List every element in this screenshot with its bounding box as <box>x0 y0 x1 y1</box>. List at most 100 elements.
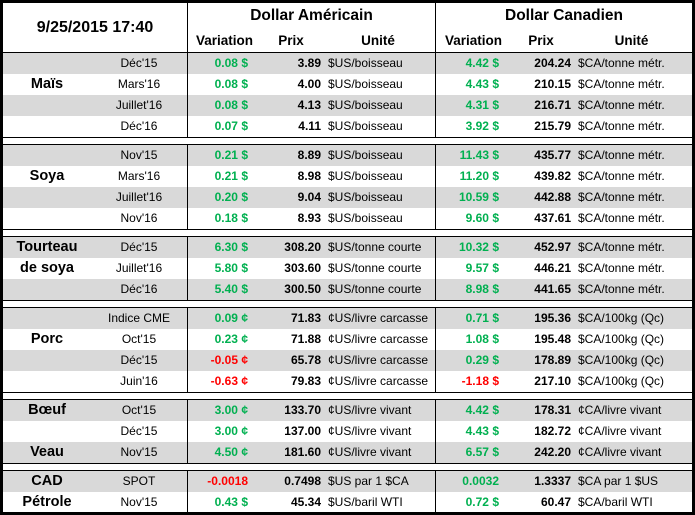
contract-month: Déc'15 <box>120 353 158 367</box>
ca-variation-value: 11.20 $ <box>459 169 499 183</box>
contract-month: Indice CME <box>107 311 171 325</box>
table-row: Déc'15 3.00 ¢ 137.00 ¢US/livre vivant 4.… <box>3 421 692 442</box>
ca-unit-label: $CA/tonne métr. <box>578 56 665 70</box>
us-price-value: 45.34 <box>290 495 321 509</box>
table-row: Juillet'16 0.08 $ 4.13 $US/boisseau 4.31… <box>3 95 692 116</box>
commodity-label <box>3 53 91 74</box>
ca-price-value: 435.77 <box>534 148 571 162</box>
contract-month: Juillet'16 <box>115 261 163 275</box>
contract-month: Juillet'16 <box>115 190 163 204</box>
ca-dollar-cells: 0.71 $ 195.36 $CA/100kg (Qc) <box>435 308 692 329</box>
table-header: 9/25/2015 17:40 Dollar Américain Variati… <box>3 3 692 53</box>
commodity-label <box>3 116 91 137</box>
ca-variation-value: 1.08 $ <box>465 332 499 346</box>
ca-price-value: 178.89 <box>534 353 571 367</box>
us-dollar-cells: 0.21 $ 8.98 $US/boisseau <box>187 166 435 187</box>
us-dollar-cells: -0.0018 0.7498 $US par 1 $CA <box>187 471 435 492</box>
us-price-value: 8.98 <box>297 169 321 183</box>
ca-dollar-header-group: Dollar Canadien Variation Prix Unité <box>435 3 692 52</box>
ca-price-value: 446.21 <box>534 261 571 275</box>
ca-variation-header: Variation <box>444 32 503 48</box>
ca-variation-value: 10.59 $ <box>458 190 499 204</box>
section-gap <box>3 464 692 470</box>
contract-month: Nov'15 <box>120 445 158 459</box>
contract-month: Juin'16 <box>120 374 158 388</box>
ca-variation-value: 9.57 $ <box>465 261 499 275</box>
commodity-label <box>3 350 91 371</box>
us-unit-label: $US/tonne courte <box>328 261 422 275</box>
ca-variation-value: 4.43 $ <box>465 77 499 91</box>
us-variation-value: 3.00 ¢ <box>214 424 248 438</box>
table-row: Veau Nov'15 4.50 ¢ 181.60 ¢US/livre viva… <box>3 442 692 463</box>
us-dollar-cells: 0.08 $ 4.00 $US/boisseau <box>187 74 435 95</box>
us-variation-value: 0.08 $ <box>214 77 248 91</box>
ca-dollar-cells: 1.08 $ 195.48 $CA/100kg (Qc) <box>435 329 692 350</box>
ca-dollar-cells: 10.32 $ 452.97 $CA/tonne métr. <box>435 237 692 258</box>
us-unit-label: $US/boisseau <box>328 148 403 162</box>
ca-dollar-cells: 8.98 $ 441.65 $CA/tonne métr. <box>435 279 692 300</box>
commodity-section: Indice CME 0.09 ¢ 71.83 ¢US/livre carcas… <box>3 307 692 393</box>
commodity-label: Bœuf <box>28 402 66 418</box>
us-dollar-cells: 0.18 $ 8.93 $US/boisseau <box>187 208 435 229</box>
us-dollar-title: Dollar Américain <box>250 6 373 24</box>
ca-unit-label: $CA/tonne métr. <box>578 98 665 112</box>
contract-month: Nov'15 <box>120 148 158 162</box>
us-column-headers: Variation Prix Unité <box>188 28 435 52</box>
ca-dollar-cells: 11.43 $ 435.77 $CA/tonne métr. <box>435 145 692 166</box>
ca-unit-label: $CA/tonne métr. <box>578 240 665 254</box>
ca-price-value: 442.88 <box>534 190 571 204</box>
table-row: Nov'15 0.21 $ 8.89 $US/boisseau 11.43 $ … <box>3 145 692 166</box>
contract-month: SPOT <box>122 474 156 488</box>
table-row: Déc'16 0.07 $ 4.11 $US/boisseau 3.92 $ 2… <box>3 116 692 137</box>
ca-dollar-title: Dollar Canadien <box>505 6 623 24</box>
us-dollar-cells: 4.50 ¢ 181.60 ¢US/livre vivant <box>187 442 435 463</box>
ca-price-value: 60.47 <box>540 495 571 509</box>
us-price-header: Prix <box>278 32 304 48</box>
commodity-label: Veau <box>30 444 64 460</box>
commodity-section: Tourteau Déc'15 6.30 $ 308.20 $US/tonne … <box>3 236 692 301</box>
commodity-section: Bœuf Oct'15 3.00 ¢ 133.70 ¢US/livre viva… <box>3 399 692 464</box>
us-dollar-cells: 0.07 $ 4.11 $US/boisseau <box>187 116 435 137</box>
us-unit-label: $US/tonne courte <box>328 282 422 296</box>
us-unit-label: ¢US/livre carcasse <box>328 353 429 367</box>
us-dollar-cells: 0.23 ¢ 71.88 ¢US/livre carcasse <box>187 329 435 350</box>
ca-price-value: 210.15 <box>534 77 571 91</box>
us-price-value: 181.60 <box>284 445 321 459</box>
ca-price-value: 195.36 <box>534 311 571 325</box>
commodity-section: Déc'15 0.08 $ 3.89 $US/boisseau 4.42 $ 2… <box>3 53 692 138</box>
us-unit-label: $US/boisseau <box>328 77 403 91</box>
us-price-value: 133.70 <box>284 403 321 417</box>
commodity-label <box>3 279 91 300</box>
us-unit-label: $US/boisseau <box>328 98 403 112</box>
ca-unit-label: $CA par 1 $US <box>578 474 659 488</box>
ca-variation-value: 4.31 $ <box>465 98 499 112</box>
ca-variation-value: 0.29 $ <box>465 353 499 367</box>
ca-price-value: 242.20 <box>534 445 571 459</box>
ca-variation-value: 8.98 $ <box>465 282 499 296</box>
table-row: Juillet'16 0.20 $ 9.04 $US/boisseau 10.5… <box>3 187 692 208</box>
table-row: Soya Mars'16 0.21 $ 8.98 $US/boisseau 11… <box>3 166 692 187</box>
us-variation-value: 0.23 ¢ <box>214 332 248 346</box>
us-variation-value: 0.20 $ <box>214 190 248 204</box>
ca-unit-label: $CA/tonne métr. <box>578 261 665 275</box>
us-variation-value: 5.80 $ <box>214 261 248 275</box>
ca-dollar-cells: 4.31 $ 216.71 $CA/tonne métr. <box>435 95 692 116</box>
contract-month: Déc'15 <box>120 240 158 254</box>
commodity-label: de soya <box>20 260 74 276</box>
us-unit-label: $US/tonne courte <box>328 240 422 254</box>
us-unit-label: $US/baril WTI <box>328 495 403 509</box>
ca-unit-label: $CA/tonne métr. <box>578 190 665 204</box>
us-dollar-cells: 0.08 $ 4.13 $US/boisseau <box>187 95 435 116</box>
us-price-value: 79.83 <box>290 374 321 388</box>
ca-unit-label: $CA/tonne métr. <box>578 119 665 133</box>
us-variation-value: 6.30 $ <box>214 240 248 254</box>
ca-unit-label: ¢CA/livre vivant <box>578 445 662 459</box>
commodity-label: Soya <box>29 168 65 184</box>
ca-price-value: 216.71 <box>534 98 571 112</box>
us-unit-label: ¢US/livre carcasse <box>328 332 429 346</box>
us-unit-label: $US/boisseau <box>328 119 403 133</box>
us-unit-label: ¢US/livre vivant <box>328 445 412 459</box>
us-variation-value: 5.40 $ <box>214 282 248 296</box>
commodity-label <box>3 145 91 166</box>
us-unit-label: $US/boisseau <box>328 169 403 183</box>
